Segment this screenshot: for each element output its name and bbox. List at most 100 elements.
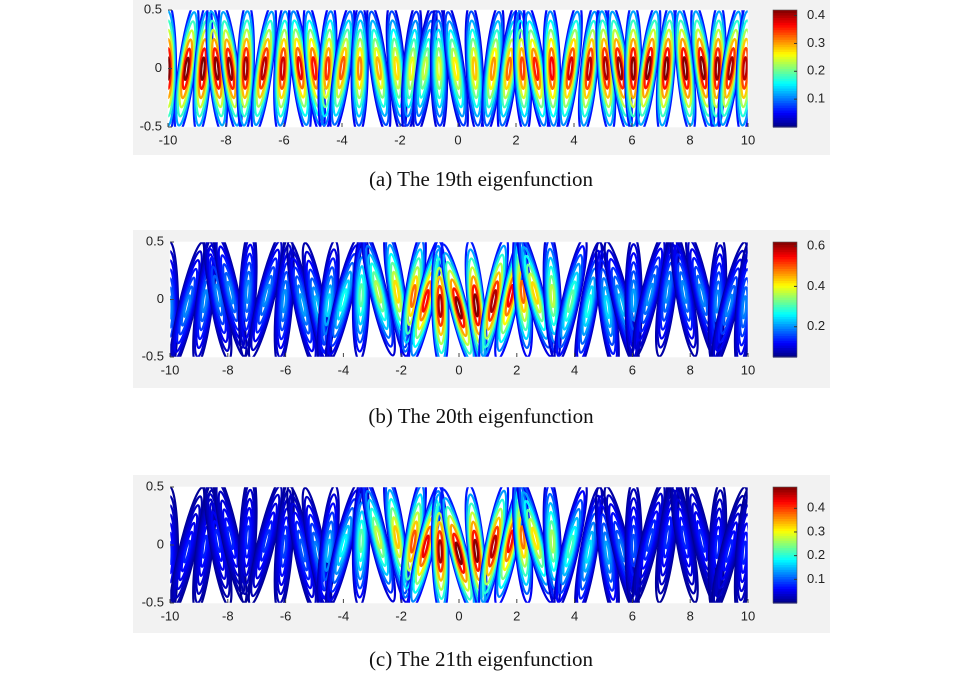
colorbar-cell [773, 78, 797, 82]
contour-field [170, 487, 748, 603]
colorbar-cell [773, 249, 797, 253]
x-tick-label: -6 [278, 132, 290, 147]
colorbar-cell [773, 75, 797, 79]
contour-ring [201, 534, 208, 559]
contour-ring [213, 56, 220, 81]
contour-ring [727, 56, 734, 81]
contour-ring [226, 526, 235, 551]
contour-ring [617, 293, 626, 317]
contour-ring [339, 533, 348, 558]
colorbar-tick-label: 0.4 [807, 500, 825, 515]
colorbar-cell [773, 549, 797, 553]
contour-ring [393, 55, 400, 81]
colorbar-frame [772, 241, 798, 358]
contour-ring [182, 294, 192, 318]
colorbar-cell [773, 282, 797, 286]
colorbar-cell [773, 61, 797, 65]
colorbar-cell [773, 354, 797, 358]
contour-ring [680, 525, 688, 550]
contour-ring [616, 56, 624, 81]
colorbar-cell [773, 294, 797, 298]
contour-ring [325, 538, 332, 563]
contour-ring [585, 294, 593, 319]
colorbar-cell [773, 335, 797, 339]
x-tick-label: 6 [629, 362, 636, 377]
colorbar-cell [773, 311, 797, 315]
colorbar-cell [773, 491, 797, 495]
contour-ring [506, 283, 515, 308]
colorbar-cell [773, 530, 797, 534]
contour-ring [506, 529, 515, 554]
colorbar-cell [773, 352, 797, 356]
colorbar-cell [773, 564, 797, 568]
colorbar-cell [773, 306, 797, 310]
contour-ring [409, 529, 417, 554]
contour-ring [663, 56, 670, 81]
contour-ring [454, 541, 463, 566]
contour-ring [585, 539, 593, 564]
y-tick-label: 0 [157, 291, 164, 306]
contour-ring [393, 279, 400, 304]
colorbar-cell [773, 583, 797, 587]
colorbar-cell [773, 73, 797, 77]
contour-ring [374, 525, 383, 550]
colorbar-cell [773, 19, 797, 23]
contour-ring [630, 56, 636, 81]
colorbar-cell [773, 499, 797, 503]
colorbar-cell [773, 595, 797, 599]
contour-ring [549, 56, 555, 81]
contour-ring [358, 283, 364, 308]
colorbar-cell [773, 114, 797, 118]
colorbar-cell [773, 287, 797, 291]
colorbar-cell [773, 547, 797, 551]
colorbar-cell [773, 92, 797, 96]
contour-ring [604, 540, 611, 565]
contour-ring [617, 538, 626, 563]
contour-ring [471, 56, 478, 81]
colorbar-cell [773, 501, 797, 505]
colorbar-cell [773, 516, 797, 520]
contour-ring [454, 295, 463, 320]
colorbar-cell [773, 542, 797, 546]
colorbar-cell [773, 14, 797, 18]
x-tick-label: 0 [454, 132, 461, 147]
contour-field [168, 10, 748, 127]
colorbar-cell [773, 270, 797, 274]
contour-ring [421, 289, 430, 313]
colorbar-cell [773, 268, 797, 272]
contour-ring [338, 55, 346, 81]
colorbar-cell [773, 122, 797, 126]
caption: (a) The 19th eigenfunction [369, 167, 594, 191]
colorbar-cell [773, 333, 797, 337]
contour-ring [530, 526, 540, 551]
x-tick-label: -10 [161, 608, 180, 623]
colorbar-cell [773, 347, 797, 351]
contour-ring [698, 528, 706, 553]
contour-ring [227, 56, 234, 81]
colorbar-cell [773, 36, 797, 40]
contour-ring [182, 539, 192, 564]
contour-ring [549, 529, 556, 554]
x-tick-label: 0 [455, 362, 462, 377]
colorbar-cell [773, 102, 797, 106]
contour-ring [741, 540, 748, 565]
colorbar-cell [773, 51, 797, 55]
colorbar-cell [773, 586, 797, 590]
colorbar-cell [773, 246, 797, 250]
colorbar-frame [772, 486, 798, 604]
contour-ring [532, 56, 540, 82]
colorbar-cell [773, 63, 797, 67]
colorbar-cell [773, 41, 797, 45]
colorbar-cell [773, 496, 797, 500]
colorbar-cell [773, 593, 797, 597]
x-tick-label: 8 [687, 608, 694, 623]
colorbar-cell [773, 17, 797, 21]
x-tick-label: -8 [222, 362, 234, 377]
colorbar-cell [773, 109, 797, 113]
x-tick-label: -8 [220, 132, 232, 147]
x-tick-label: -2 [395, 608, 407, 623]
colorbar-cell [773, 511, 797, 515]
colorbar-cell [773, 95, 797, 99]
colorbar-cell [773, 325, 797, 329]
x-tick-label: -4 [338, 608, 350, 623]
